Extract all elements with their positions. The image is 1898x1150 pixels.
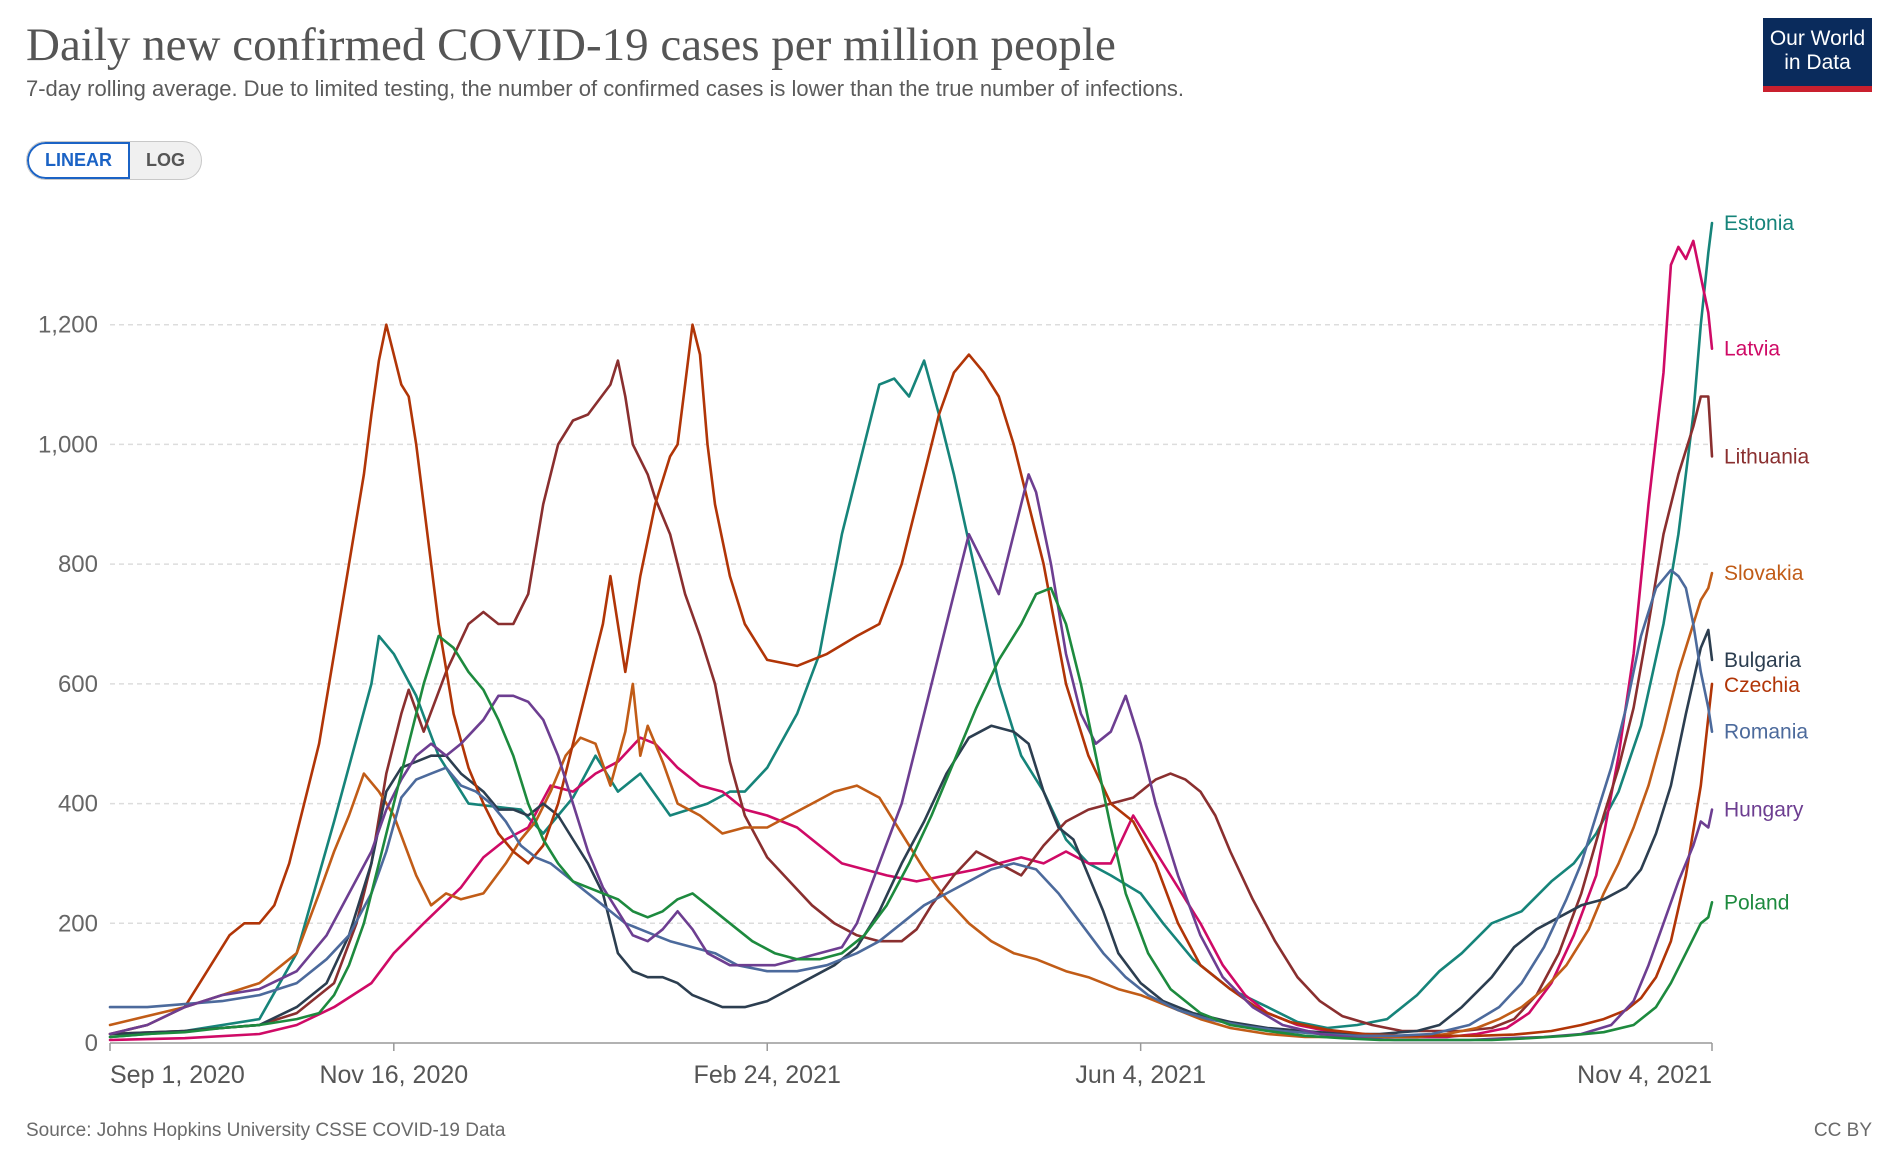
owid-logo[interactable]: Our World in Data (1763, 18, 1872, 92)
series-label-romania[interactable]: Romania (1724, 721, 1808, 744)
source-note[interactable]: Source: Johns Hopkins University CSSE CO… (26, 1120, 506, 1141)
x-tick-label: Nov 4, 2021 (1577, 1061, 1712, 1089)
log-scale-button[interactable]: LOG (146, 150, 185, 170)
y-tick-label: 1,200 (38, 312, 98, 339)
series-line-bulgaria[interactable] (108, 628, 1714, 1036)
x-tick-label: Nov 16, 2020 (319, 1061, 468, 1089)
x-tick-label: Jun 4, 2021 (1075, 1061, 1206, 1089)
chart-subtitle: 7-day rolling average. Due to limited te… (26, 76, 1185, 101)
logo-line-2: in Data (1784, 51, 1851, 74)
linear-scale-button[interactable]: LINEAR (27, 142, 130, 179)
series-label-estonia[interactable]: Estonia (1724, 212, 1794, 235)
series-line-slovakia[interactable] (108, 571, 1714, 1039)
y-tick-label: 1,000 (38, 431, 98, 458)
logo-line-1: Our World (1769, 27, 1866, 50)
series-line-romania[interactable] (108, 568, 1714, 1038)
license-link[interactable]: CC BY (1813, 1120, 1872, 1141)
grid-lines (110, 323, 1712, 925)
series-label-poland[interactable]: Poland (1724, 891, 1789, 914)
axes: 0 200 400 600 800 1,000 1,200 Sep 1, 2020 Nov 16… (38, 312, 1713, 1089)
y-tick-label: 400 (58, 791, 98, 818)
series-line-poland[interactable] (108, 586, 1714, 1042)
series-labels: Estonia Latvia Lithuania Slovakia BulgariaCz… (1724, 212, 1810, 914)
series-label-slovakia[interactable]: Slovakia (1724, 562, 1804, 585)
x-tick-label: Feb 24, 2021 (694, 1061, 841, 1089)
series-label-latvia[interactable]: Latvia (1724, 338, 1780, 361)
series-line-estonia[interactable] (108, 221, 1714, 1039)
series-label-lithuania[interactable]: Lithuania (1724, 445, 1810, 468)
series-line-czechia[interactable] (108, 323, 1714, 1038)
series-label-czechia[interactable]: Czechia (1724, 674, 1800, 697)
y-tick-label: 200 (58, 910, 98, 937)
series-label-hungary[interactable]: Hungary (1724, 799, 1804, 822)
y-tick-label: 0 (85, 1030, 98, 1057)
series-label-bulgaria[interactable]: Bulgaria (1724, 649, 1801, 672)
series-line-lithuania[interactable] (108, 359, 1714, 1036)
chart-title: Daily new confirmed COVID-19 cases per m… (26, 19, 1116, 71)
y-tick-label: 800 (58, 551, 98, 578)
y-tick-label: 600 (58, 671, 98, 698)
x-tick-label: Sep 1, 2020 (110, 1061, 245, 1089)
series-line-latvia[interactable] (108, 239, 1714, 1042)
scale-toggle: LINEAR LOG (26, 141, 202, 180)
series-lines (108, 221, 1714, 1042)
